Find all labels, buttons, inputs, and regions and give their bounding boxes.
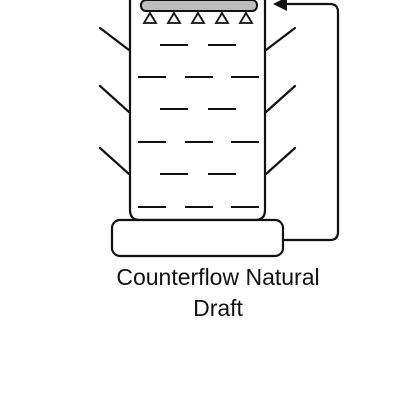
diagram-caption: Counterflow Natural Draft (0, 262, 400, 324)
return-water-pipe (283, 2, 340, 242)
triangle-nozzle-icon (190, 11, 206, 24)
air-louver (98, 26, 131, 52)
spray-header (140, 0, 258, 12)
caption-line-1: Counterflow Natural (116, 264, 320, 290)
air-louver (264, 146, 297, 176)
air-louver (264, 26, 297, 52)
triangle-nozzle-icon (142, 11, 158, 24)
tower-body (128, 0, 267, 222)
air-louver (264, 84, 297, 114)
water-droplet-dashes (138, 44, 259, 208)
collection-basin (110, 218, 285, 258)
triangle-nozzle-icon (238, 11, 254, 24)
triangle-nozzle-icon (166, 11, 182, 24)
right-air-louvers (264, 26, 297, 176)
air-louver (98, 84, 131, 114)
caption-line-2: Draft (193, 295, 243, 321)
air-louver (98, 146, 131, 176)
arrowhead-icon (273, 0, 287, 11)
left-air-louvers (98, 26, 131, 176)
spray-nozzles (142, 11, 254, 24)
triangle-nozzle-icon (214, 11, 230, 24)
